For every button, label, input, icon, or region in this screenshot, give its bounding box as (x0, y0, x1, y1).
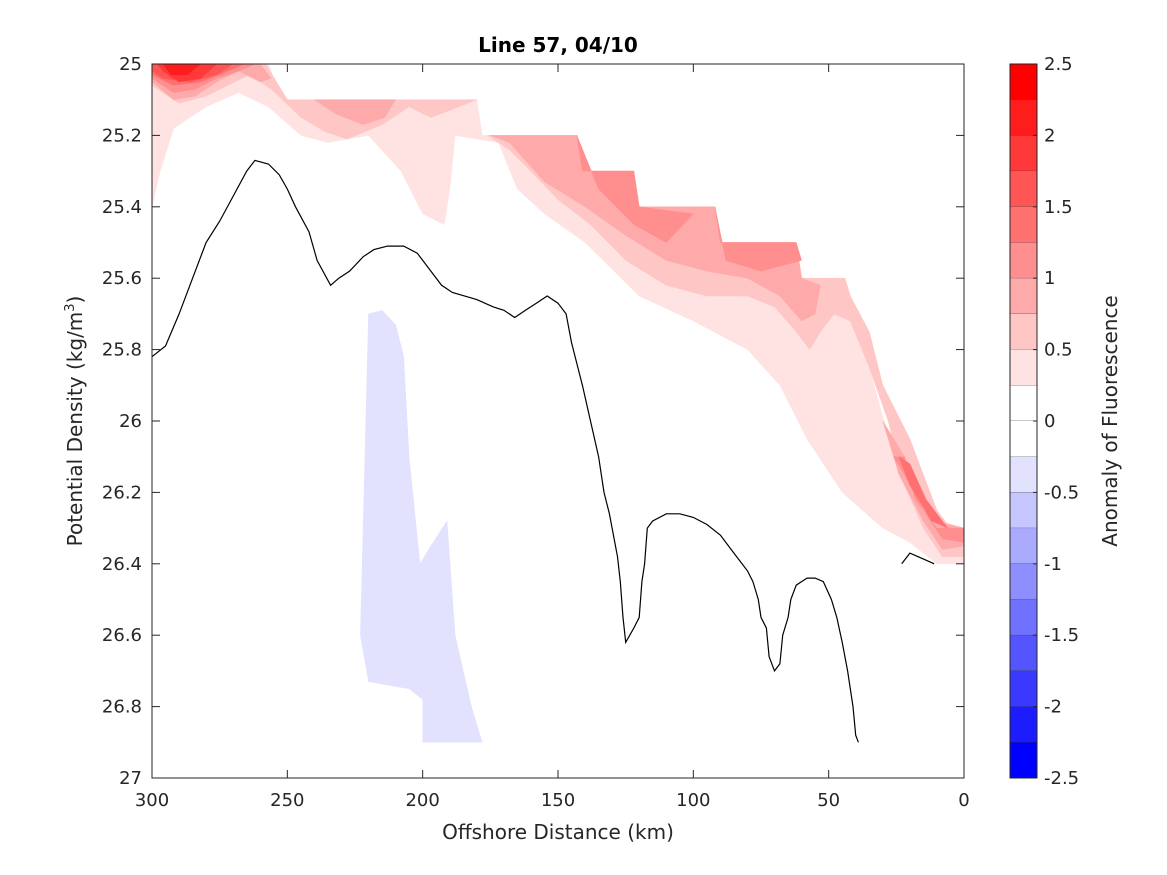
colorbar-bin (1010, 528, 1037, 564)
colorbar-bin (1010, 670, 1037, 707)
colorbar-tick-label: -1 (1044, 554, 1062, 575)
y-tick-label: 26.6 (102, 625, 142, 646)
colorbar-bin (1010, 706, 1037, 743)
anomaly-region-negative-anomaly-0.25-0.5-16 (360, 310, 483, 743)
colorbar-tick-label: 0 (1044, 411, 1055, 432)
colorbar-bin (1010, 206, 1037, 243)
y-tick-label: 25.6 (102, 268, 142, 289)
isopycnal-line-0 (151, 159, 859, 743)
colorbar-tick-label: 2 (1044, 125, 1055, 146)
y-axis-label-superscript: 3 (63, 303, 78, 311)
anomaly-regions (151, 63, 965, 743)
y-axis-ticks: 25 25.2 25.4 25.6 25.8 26 26.2 26.4 26.6 26.8 27 (102, 54, 964, 789)
colorbar-tick-label: -1.5 (1044, 625, 1079, 646)
y-tick-label: 26.8 (102, 697, 142, 718)
anomaly-region-positive-anomaly-1.25-1.5-12 (898, 456, 949, 529)
colorbar-bin (1010, 492, 1037, 529)
y-tick-label: 26.2 (102, 482, 142, 503)
y-tick-label: 26 (119, 411, 142, 432)
colorbar-bin (1010, 242, 1037, 279)
anomaly-region-positive-anomaly-0.75-1-4 (313, 99, 397, 125)
anomaly-region-positive-anomaly-1-1.25-9 (714, 206, 802, 272)
colorbar-bin (1010, 135, 1037, 172)
colorbar-tick-label: 1 (1044, 268, 1055, 289)
colorbar-bin (1010, 563, 1037, 600)
colorbar-bin (1010, 99, 1037, 136)
colorbar-tick-label: 0.5 (1044, 340, 1073, 361)
isopycnal-line-1 (901, 552, 935, 565)
y-axis-label-close: ) (63, 296, 87, 304)
colorbar-bin (1010, 599, 1037, 636)
x-tick-label: 150 (541, 790, 575, 811)
colorbar-bin (1010, 278, 1037, 314)
x-axis-label: Offshore Distance (km) (442, 820, 674, 844)
colorbar-bin (1010, 385, 1037, 421)
colorbar (1009, 63, 1038, 779)
y-tick-label: 25.2 (102, 125, 142, 146)
y-tick-label: 27 (119, 768, 142, 789)
x-tick-label: 0 (958, 790, 969, 811)
y-tick-label: 25.4 (102, 197, 142, 218)
colorbar-bin (1010, 742, 1037, 778)
colorbar-tick-label: -0.5 (1044, 482, 1079, 503)
colorbar-bin (1010, 349, 1037, 386)
isopycnal-lines (151, 159, 935, 743)
y-tick-label: 25 (119, 54, 142, 75)
chart-title: Line 57, 04/10 (478, 33, 638, 57)
x-tick-label: 50 (817, 790, 840, 811)
colorbar-bin (1010, 456, 1037, 493)
colorbar-bin (1010, 635, 1037, 671)
colorbar-tick-label: -2.5 (1044, 768, 1079, 789)
x-tick-label: 300 (135, 790, 169, 811)
colorbar-ticks: 2.5 2 1.5 1 0.5 0 -0.5 -1 -1.5 -2 -2.5 (1033, 54, 1079, 789)
colorbar-bin (1010, 313, 1037, 350)
y-axis-label-main: Potential Density (kg/m (63, 312, 87, 547)
x-tick-label: 100 (676, 790, 710, 811)
y-axis-label: Potential Density (kg/m3) (63, 296, 87, 547)
anomaly-region-positive-anomaly-0.5-0.75-1 (151, 63, 477, 140)
x-tick-label: 250 (270, 790, 304, 811)
colorbar-label: Anomaly of Fluorescence (1098, 295, 1122, 546)
anomaly-region-positive-anomaly-1-1.25-8 (576, 135, 694, 243)
colorbar-bin (1010, 421, 1037, 457)
plot-area: 300 250 200 150 100 50 0 2525.225.425.625.8262… (102, 54, 970, 811)
colorbar-tick-label: 2.5 (1044, 54, 1073, 75)
x-tick-label: 200 (405, 790, 439, 811)
colorbar-bin (1010, 171, 1037, 207)
x-axis-ticks: 300 250 200 150 100 50 0 (135, 64, 970, 811)
colorbar-tick-label: -2 (1044, 697, 1062, 718)
y-tick-label: 26.4 (102, 554, 142, 575)
colorbar-tick-label: 1.5 (1044, 197, 1073, 218)
y-tick-label: 25.8 (102, 340, 142, 361)
colorbar-bin (1010, 64, 1037, 100)
